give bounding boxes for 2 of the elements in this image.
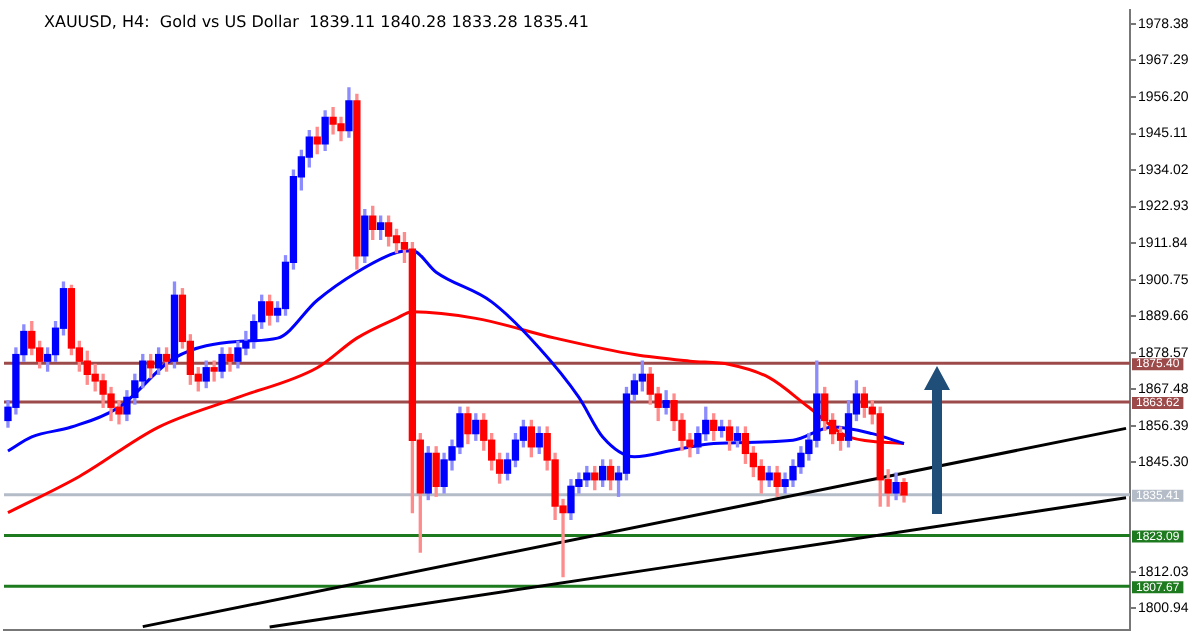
candlestick <box>210 360 218 382</box>
chart-title: XAUUSD, H4: Gold vs US Dollar 1839.11 1840.28 1833.28 1835.41 <box>44 12 589 31</box>
